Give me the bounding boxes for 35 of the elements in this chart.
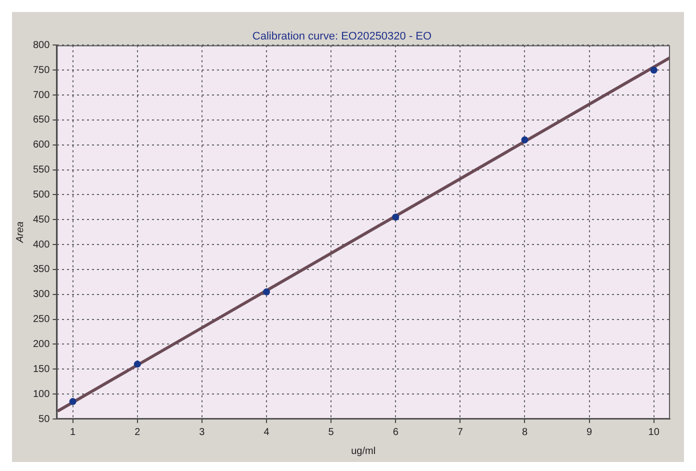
point xyxy=(69,398,76,406)
point xyxy=(263,288,270,296)
point xyxy=(521,136,528,144)
x-tick-label: 1 xyxy=(70,426,76,438)
y-tick-label: 250 xyxy=(32,314,50,326)
x-tick-label: 8 xyxy=(522,426,528,438)
y-tick-label: 650 xyxy=(32,114,50,126)
y-tick-label: 750 xyxy=(32,64,50,76)
x-tick-label: 3 xyxy=(199,426,206,438)
x-tick-label: 5 xyxy=(328,426,334,438)
y-tick-label: 700 xyxy=(32,90,50,101)
x-tick-label: 9 xyxy=(586,426,593,438)
y-tick-label: 50 xyxy=(38,414,50,425)
point xyxy=(134,360,141,368)
y-tick-label: 450 xyxy=(32,214,50,226)
x-tick-label: 4 xyxy=(264,426,270,438)
y-axis-title: Area xyxy=(14,221,26,244)
y-tick-label: 550 xyxy=(32,164,50,176)
y-tick-label: 100 xyxy=(32,388,50,400)
x-tick-label: 6 xyxy=(392,426,399,438)
y-tick-label: 500 xyxy=(32,189,50,200)
x-axis-title: ug/ml xyxy=(351,446,376,457)
point xyxy=(392,214,400,221)
point xyxy=(650,66,658,74)
x-tick-label: 2 xyxy=(134,426,141,438)
y-tick-label: 350 xyxy=(32,264,50,276)
x-tick-label: 10 xyxy=(648,426,660,438)
y-tick-label: 800 xyxy=(32,40,50,51)
chart-title: Calibration curve: EO20250320 - EO xyxy=(252,30,432,43)
y-tick-label: 400 xyxy=(32,239,50,250)
x-tick-label: 7 xyxy=(457,426,464,438)
y-tick-label: 150 xyxy=(32,364,50,375)
y-tick-label: 300 xyxy=(32,289,50,300)
y-tick-label: 200 xyxy=(32,338,50,350)
y-tick-label: 600 xyxy=(32,140,50,151)
